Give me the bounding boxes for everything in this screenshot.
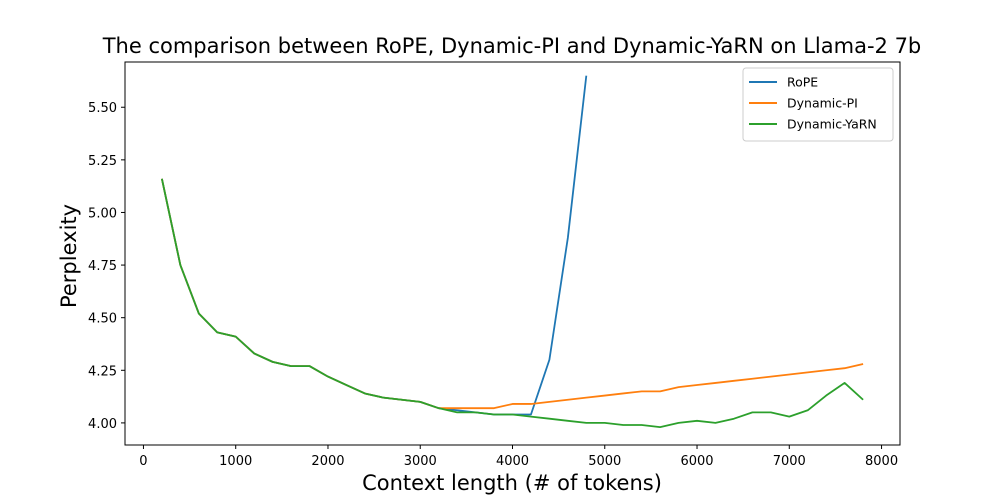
y-axis-label: Perplexity bbox=[57, 204, 81, 308]
y-tick-label: 5.25 bbox=[88, 154, 117, 169]
x-tick-label: 2000 bbox=[311, 454, 344, 469]
x-tick-label: 1000 bbox=[219, 454, 252, 469]
x-tick-label: 8000 bbox=[865, 454, 898, 469]
x-tick-label: 0 bbox=[139, 454, 147, 469]
series-line-dynamic-yarn bbox=[161, 178, 864, 429]
y-tick-label: 5.50 bbox=[88, 101, 117, 116]
y-tick-label: 4.50 bbox=[88, 312, 117, 327]
x-axis-label: Context length (# of tokens) bbox=[362, 471, 662, 495]
y-tick-label: 4.25 bbox=[88, 364, 117, 379]
x-axis: 0 1000 2000 3000 4000 5000 6000 7000 8000 bbox=[139, 445, 898, 469]
y-axis: 4.00 4.25 4.50 4.75 5.00 5.25 5.50 bbox=[88, 101, 125, 432]
y-tick-label: 5.00 bbox=[88, 206, 117, 221]
legend-label: RoPE bbox=[787, 75, 818, 90]
y-tick-label: 4.75 bbox=[88, 259, 117, 274]
x-tick-label: 3000 bbox=[404, 454, 437, 469]
plot-lines bbox=[161, 75, 864, 429]
legend-box bbox=[742, 67, 894, 142]
x-tick-label: 6000 bbox=[680, 454, 713, 469]
x-tick-label: 7000 bbox=[773, 454, 806, 469]
x-tick-label: 5000 bbox=[588, 454, 621, 469]
chart-title: The comparison between RoPE, Dynamic-PI … bbox=[102, 34, 922, 58]
y-tick-label: 4.00 bbox=[88, 417, 117, 432]
legend: RoPE Dynamic-PI Dynamic-YaRN bbox=[742, 67, 894, 142]
legend-label: Dynamic-PI bbox=[787, 96, 858, 111]
legend-label: Dynamic-YaRN bbox=[787, 117, 877, 132]
x-tick-label: 4000 bbox=[496, 454, 529, 469]
